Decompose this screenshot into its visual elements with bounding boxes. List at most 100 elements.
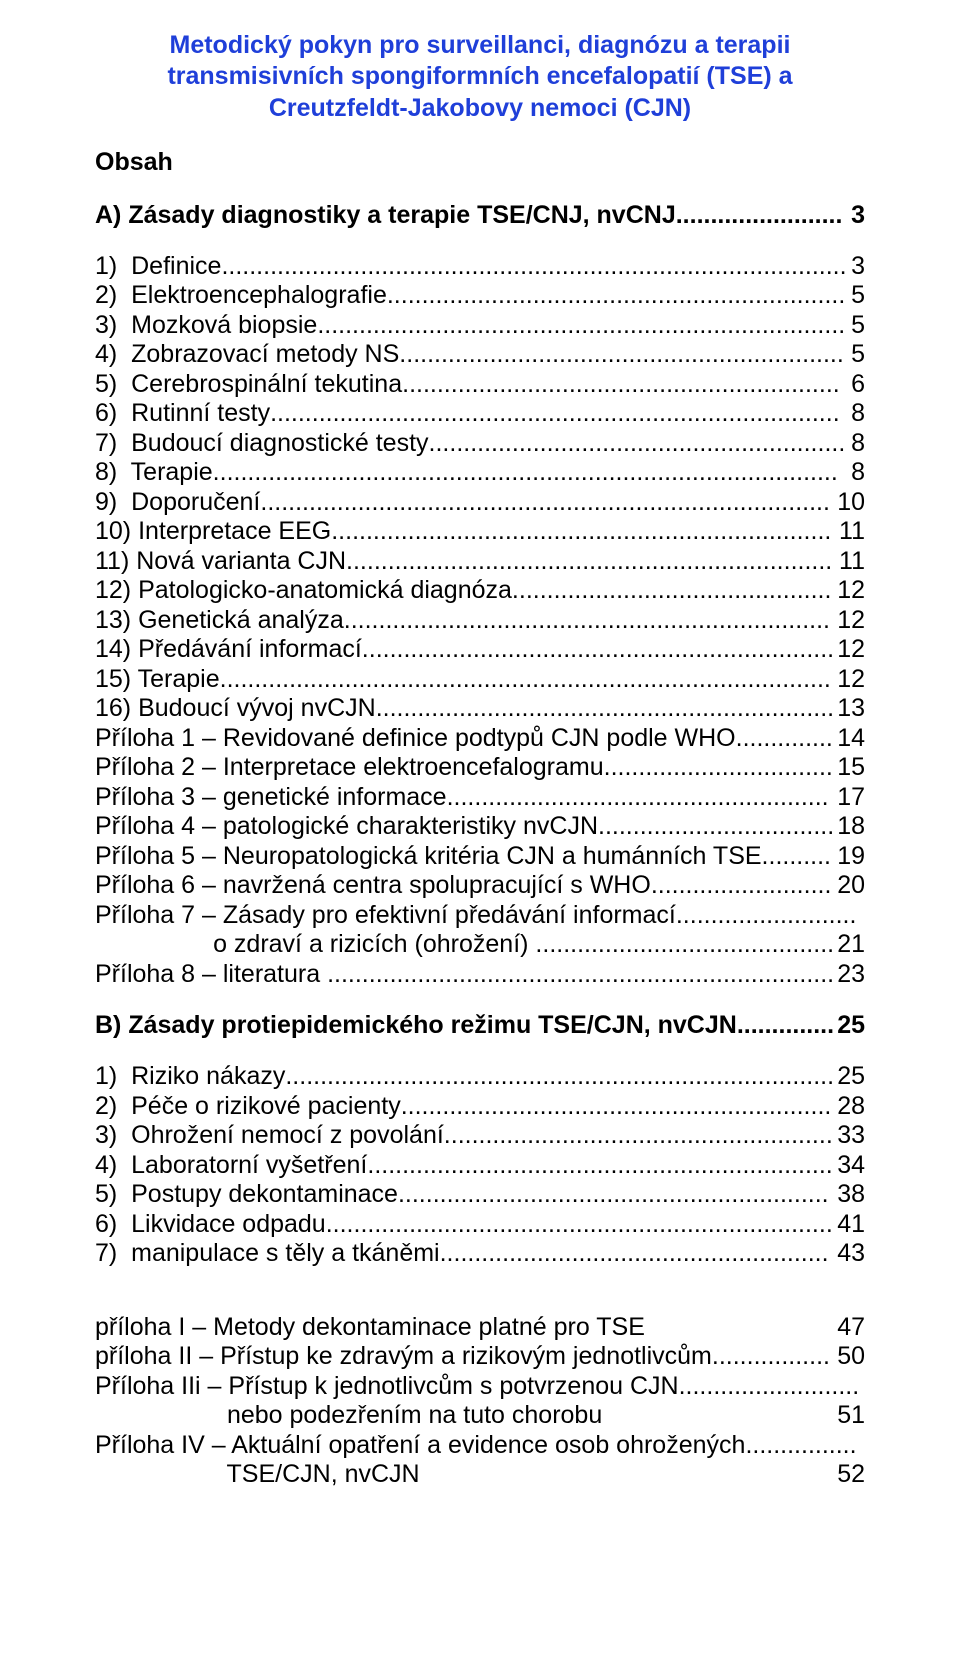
toc-leader: ........................................… xyxy=(344,606,835,636)
toc-label: 10) Interpretace EEG xyxy=(95,517,331,547)
toc-page-number: 11 xyxy=(837,547,865,577)
toc-row: 1) Riziko nákazy........................… xyxy=(95,1062,865,1092)
toc-page-number xyxy=(863,901,865,931)
toc-label: 2) Péče o rizikové pacienty xyxy=(95,1092,401,1122)
toc-row: Příloha IV – Aktuální opatření a evidenc… xyxy=(95,1431,865,1461)
toc-leader: ........................................… xyxy=(327,960,835,990)
toc-page-number: 11 xyxy=(837,517,865,547)
toc-leader: ........................................… xyxy=(447,783,836,813)
toc-page-number: 5 xyxy=(849,340,865,370)
toc-leader: ................................. xyxy=(604,753,836,783)
toc-page-number: 17 xyxy=(835,783,865,813)
toc-leader: ........................................… xyxy=(512,576,835,606)
toc-label: Příloha 2 – Interpretace elektroencefalo… xyxy=(95,753,604,783)
toc-leader: ........................................… xyxy=(317,311,849,341)
toc-label: 4) Laboratorní vyšetření xyxy=(95,1151,367,1181)
toc-page-number: 5 xyxy=(849,311,865,341)
toc-leader: .............. xyxy=(736,724,836,754)
toc-row: 4) Zobrazovací metody NS................… xyxy=(95,340,865,370)
toc-page-number: 51 xyxy=(835,1401,865,1431)
toc-page-number: 12 xyxy=(835,606,865,636)
toc-row: 11) Nová varianta CJN...................… xyxy=(95,547,865,577)
toc-label: Příloha 5 – Neuropatologická kritéria CJ… xyxy=(95,842,762,872)
toc-page-number: 12 xyxy=(835,635,865,665)
toc-leader: ........................................… xyxy=(367,1151,835,1181)
toc-row: 5) Postupy dekontaminace................… xyxy=(95,1180,865,1210)
toc-page-number: 19 xyxy=(835,842,865,872)
toc-leader: ........................................… xyxy=(402,370,842,400)
toc-leader: .......................... xyxy=(679,1372,863,1402)
toc-leader: ........................................… xyxy=(270,399,849,429)
toc-label: 12) Patologicko-anatomická diagnóza xyxy=(95,576,512,606)
toc-page-number: 50 xyxy=(835,1342,865,1372)
toc-leader: ........................................… xyxy=(221,252,849,282)
toc-page-number: 13 xyxy=(835,694,865,724)
title-line: transmisivních spongiformních encefalopa… xyxy=(95,61,865,92)
toc-label: 7) Budoucí diagnostické testy xyxy=(95,429,429,459)
toc-row: 3) Mozková biopsie......................… xyxy=(95,311,865,341)
section-b-heading: B) Zásady protiepidemického režimu TSE/C… xyxy=(95,1011,865,1040)
toc-row: 2) Elektroencephalografie...............… xyxy=(95,281,865,311)
toc-leader: ........................................… xyxy=(285,1062,835,1092)
toc-leader: ........................................… xyxy=(346,547,837,577)
toc-row: 12) Patologicko-anatomická diagnóza.....… xyxy=(95,576,865,606)
toc-label: 16) Budoucí vývoj nvCJN xyxy=(95,694,376,724)
toc-leader: ........................................… xyxy=(260,488,835,518)
toc-label: 11) Nová varianta CJN xyxy=(95,547,346,577)
toc-row: 6) Rutinní testy........................… xyxy=(95,399,865,429)
toc-leader: ........................................… xyxy=(401,1092,835,1122)
section-b-page: 25 xyxy=(835,1011,865,1040)
toc-page-number: 33 xyxy=(835,1121,865,1151)
toc-row: Příloha 7 – Zásady pro efektivní předává… xyxy=(95,901,865,931)
toc-label: 1) Riziko nákazy xyxy=(95,1062,285,1092)
toc-leader: .......................... xyxy=(651,871,835,901)
toc-leader: ........................................… xyxy=(429,429,850,459)
toc-page-number xyxy=(863,1372,865,1402)
toc-label: 15) Terapie xyxy=(95,665,220,695)
toc-label: Příloha IV – Aktuální opatření a evidenc… xyxy=(95,1431,745,1461)
toc-label: Příloha IIi – Přístup k jednotlivcům s p… xyxy=(95,1372,679,1402)
toc-row: Příloha 2 – Interpretace elektroencefalo… xyxy=(95,753,865,783)
toc-page-number: 34 xyxy=(835,1151,865,1181)
toc-leader xyxy=(420,1460,836,1490)
toc-label: 5) Postupy dekontaminace xyxy=(95,1180,398,1210)
toc-leader: ........................................… xyxy=(220,665,836,695)
toc-label: nebo podezřením na tuto chorobu xyxy=(95,1401,602,1431)
section-a-page: 3 xyxy=(849,201,865,230)
toc-row: 5) Cerebrospinální tekutina.............… xyxy=(95,370,865,400)
toc-leader: ........................ xyxy=(676,201,849,230)
toc-label: Příloha 4 – patologické charakteristiky … xyxy=(95,812,598,842)
toc-label: 2) Elektroencephalografie xyxy=(95,281,387,311)
toc-leader: ........................................… xyxy=(362,635,835,665)
toc-label: 6) Likvidace odpadu xyxy=(95,1210,326,1240)
toc-label: příloha II – Přístup ke zdravým a riziko… xyxy=(95,1342,712,1372)
toc-row: Příloha 3 – genetické informace.........… xyxy=(95,783,865,813)
toc-row: Příloha 6 – navržená centra spolupracují… xyxy=(95,871,865,901)
document-title: Metodický pokyn pro surveillanci, diagnó… xyxy=(95,30,865,124)
toc-row: 16) Budoucí vývoj nvCJN.................… xyxy=(95,694,865,724)
toc-page-number: 8 xyxy=(849,458,865,488)
toc-label: Příloha 1 – Revidované definice podtypů … xyxy=(95,724,736,754)
toc-leader xyxy=(602,1401,835,1431)
toc-page-number: 15 xyxy=(835,753,865,783)
toc-row: 2) Péče o rizikové pacienty.............… xyxy=(95,1092,865,1122)
toc-page-number: 8 xyxy=(849,399,865,429)
toc-page-number xyxy=(863,1431,865,1461)
toc-label: TSE/CJN, nvCJN xyxy=(95,1460,420,1490)
toc-leader: .......... xyxy=(762,842,836,872)
toc-label: Příloha 3 – genetické informace xyxy=(95,783,447,813)
toc-page-number: 23 xyxy=(835,960,865,990)
toc-label: 5) Cerebrospinální tekutina xyxy=(95,370,402,400)
toc-row: o zdraví a rizicích (ohrožení) .........… xyxy=(95,930,865,960)
toc-row: 10) Interpretace EEG....................… xyxy=(95,517,865,547)
toc-leader: ................. xyxy=(712,1342,835,1372)
title-line: Metodický pokyn pro surveillanci, diagnó… xyxy=(95,30,865,61)
toc-label: 3) Mozková biopsie xyxy=(95,311,317,341)
title-line: Creutzfeldt-Jakobovy nemoci (CJN) xyxy=(95,93,865,124)
toc-label: Příloha 6 – navržená centra spolupracují… xyxy=(95,871,651,901)
toc-page-number: 14 xyxy=(835,724,865,754)
toc-label: 9) Doporučení xyxy=(95,488,260,518)
toc-row: 7) manipulace s těly a tkáněmi..........… xyxy=(95,1239,865,1269)
toc-row: 9) Doporučení...........................… xyxy=(95,488,865,518)
toc-list-b: 1) Riziko nákazy........................… xyxy=(95,1062,865,1269)
